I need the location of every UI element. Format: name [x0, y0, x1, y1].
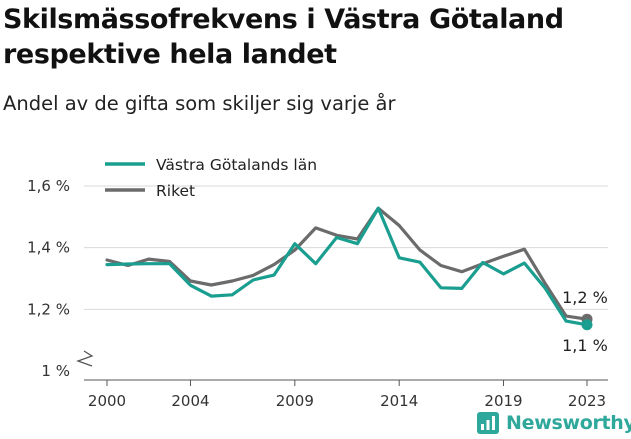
brand-name: Newsworthy: [506, 412, 631, 434]
chart-subtitle: Andel av de gifta som skiljer sig varje …: [3, 92, 396, 115]
series-end-point: [581, 319, 593, 331]
legend-label: Västra Götalands län: [156, 156, 317, 174]
x-tick-label: 2009: [276, 392, 314, 410]
x-tick-label: 2019: [484, 392, 522, 410]
legend-label: Riket: [156, 182, 195, 200]
y-tick-label: 1 %: [41, 362, 70, 380]
newsworthy-logo-icon: [477, 412, 499, 434]
y-tick-label: 1,2 %: [27, 300, 70, 318]
axis-break-icon: [76, 350, 94, 367]
y-tick-label: 1,4 %: [27, 239, 70, 257]
series-line-vastra-gotaland: [105, 206, 589, 327]
x-tick-label: 2014: [380, 392, 418, 410]
x-tick-label: 2000: [88, 392, 126, 410]
x-tick-label: 2004: [171, 392, 209, 410]
chart-title: Skilsmässofrekvens i Västra Götaland res…: [3, 4, 564, 70]
x-tick-label: 2023: [568, 392, 606, 410]
y-tick-label: 1,6 %: [27, 177, 70, 195]
end-value-label: 1,1 %: [562, 336, 608, 355]
end-value-label: 1,2 %: [562, 288, 608, 307]
series-line-riket: [105, 206, 589, 321]
brand-logo: Newsworthy: [476, 409, 631, 437]
